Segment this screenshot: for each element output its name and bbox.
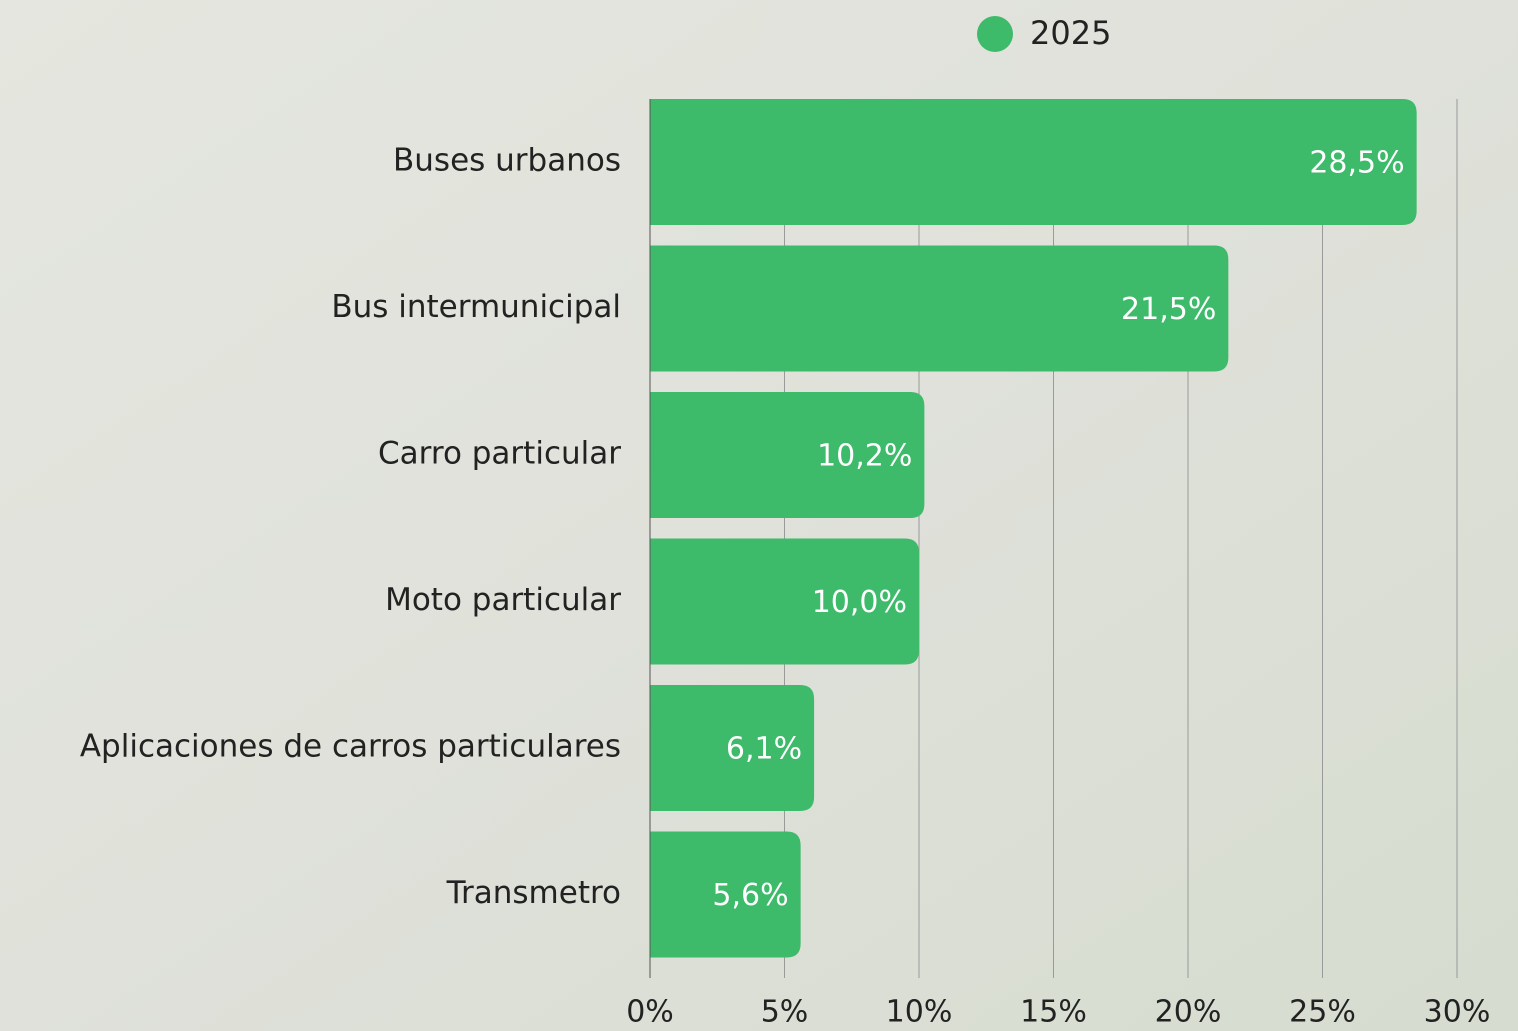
- value-label: 6,1%: [726, 732, 802, 767]
- y-tick-label: Moto particular: [385, 582, 621, 618]
- legend-marker: [977, 16, 1013, 52]
- x-tick-label: 20%: [1155, 995, 1222, 1030]
- page: 0% 5% 10% 15% 20% 25% 30% 28,5% 21,5% 10,2% 10,0% 6…: [0, 0, 1518, 1031]
- legend-label: 2025: [1030, 14, 1111, 52]
- value-label: 10,0%: [812, 585, 907, 620]
- y-tick-label: Aplicaciones de carros particulares: [80, 729, 621, 765]
- y-tick-label: Transmetro: [446, 875, 621, 911]
- y-tick-label: Carro particular: [378, 436, 621, 472]
- x-tick-label: 30%: [1424, 995, 1491, 1030]
- x-tick-label: 10%: [886, 995, 953, 1030]
- x-tick-label: 5%: [761, 995, 809, 1030]
- value-label: 21,5%: [1121, 292, 1216, 327]
- y-tick-label: Bus intermunicipal: [331, 289, 621, 325]
- value-label: 10,2%: [817, 439, 912, 474]
- x-tick-label: 25%: [1289, 995, 1356, 1030]
- chart: 0% 5% 10% 15% 20% 25% 30% 28,5% 21,5% 10,2% 10,0% 6…: [0, 0, 1518, 1031]
- value-label: 28,5%: [1309, 146, 1404, 181]
- x-tick-label: 15%: [1020, 995, 1087, 1030]
- bar: [650, 99, 1417, 225]
- y-tick-label: Buses urbanos: [393, 143, 621, 179]
- x-tick-label: 0%: [626, 995, 674, 1030]
- value-label: 5,6%: [712, 878, 788, 913]
